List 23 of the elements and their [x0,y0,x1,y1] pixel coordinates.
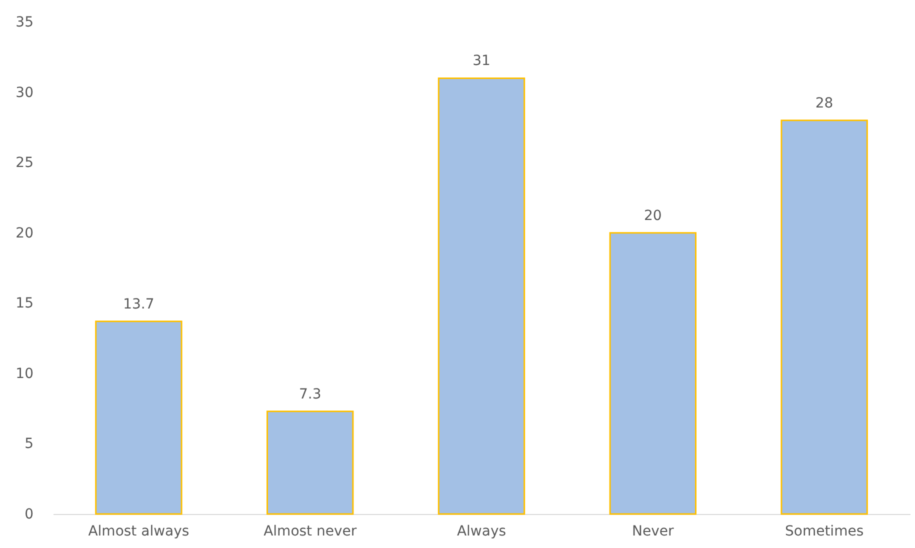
y-tick-label: 20 [16,225,34,242]
data-label: 20 [644,208,662,224]
bar [780,120,868,515]
y-tick-label: 5 [24,436,34,452]
y-tick-label: 10 [16,366,34,382]
data-label: 13.7 [123,296,154,312]
data-label: 7.3 [298,386,322,402]
x-tick-label: Always [456,524,506,540]
bar [438,77,526,515]
bar [95,320,182,515]
bar [609,232,696,515]
bar [266,410,354,515]
y-tick-label: 35 [16,14,34,30]
y-tick-label: 25 [16,155,34,172]
y-tick-label: 0 [24,506,34,522]
x-tick-label: Never [632,524,674,540]
x-tick-label: Almost always [88,524,190,540]
x-tick-label: Sometimes [784,524,864,540]
y-tick-label: 30 [16,84,34,101]
data-label: 31 [472,53,490,70]
y-tick-label: 15 [16,296,34,312]
data-label: 28 [815,95,834,112]
x-tick-label: Almost never [264,524,357,540]
